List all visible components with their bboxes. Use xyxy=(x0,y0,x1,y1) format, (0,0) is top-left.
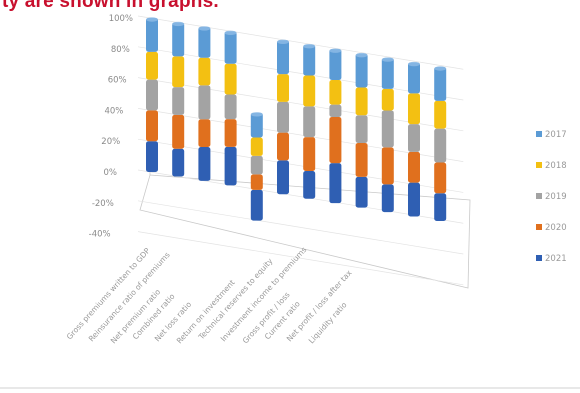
bar-segment xyxy=(277,74,289,102)
bar-segment xyxy=(198,119,211,148)
bar-segment xyxy=(146,79,158,111)
legend-swatch xyxy=(536,131,542,137)
bar-segment xyxy=(250,137,263,156)
bar-cap xyxy=(277,39,289,44)
bar-segment xyxy=(408,93,420,125)
bar-segment xyxy=(408,151,420,183)
bar-segment xyxy=(329,104,342,117)
legend-swatch xyxy=(536,255,542,261)
bar-cap xyxy=(224,30,237,36)
bar-segment xyxy=(381,147,394,185)
bar-cap xyxy=(172,21,185,27)
bar-segment xyxy=(381,110,394,148)
bar-segment xyxy=(146,141,158,172)
bar-cap xyxy=(303,44,316,49)
y-tick-label: 40% xyxy=(104,106,123,116)
bar-segment xyxy=(329,163,342,204)
bar-segment xyxy=(355,87,368,116)
bar-segment xyxy=(224,63,237,95)
bar-segment xyxy=(224,119,237,147)
bar-segment xyxy=(198,85,211,120)
bar-segment xyxy=(355,142,368,177)
bar-cap xyxy=(408,61,420,67)
bar-segment xyxy=(146,18,158,52)
bar-segment xyxy=(329,49,342,80)
bar-segment xyxy=(381,184,394,213)
bar-cap xyxy=(355,52,368,58)
bar-segment xyxy=(434,128,447,163)
bar-segment xyxy=(250,155,263,175)
bar-segment xyxy=(198,57,211,86)
y-tick-label: 60% xyxy=(108,76,127,86)
bar-segment xyxy=(146,110,158,142)
legend-label: 2018 xyxy=(545,161,567,171)
y-tick-label: 80% xyxy=(111,45,130,55)
bar-segment xyxy=(355,176,368,208)
bar-segment xyxy=(303,44,316,76)
bar-segment xyxy=(303,106,316,138)
bar-segment xyxy=(355,115,368,143)
bar-segment xyxy=(303,137,316,172)
bar-segment xyxy=(224,94,237,120)
gridline xyxy=(137,200,464,255)
y-tick-label: -20% xyxy=(92,199,114,209)
bar-segment xyxy=(172,22,185,57)
bar-segment xyxy=(172,56,185,88)
bar-segment xyxy=(303,75,316,107)
y-tick-label: -40% xyxy=(89,230,111,240)
bar-segment xyxy=(277,160,289,195)
bar-cap xyxy=(250,112,263,117)
bar-cap xyxy=(434,66,447,71)
bar-segment xyxy=(172,114,185,149)
bar-segment xyxy=(381,58,394,89)
legend-label: 2017 xyxy=(545,130,567,140)
bar-segment xyxy=(198,26,211,58)
legend-swatch xyxy=(536,162,542,168)
bar-segment xyxy=(172,148,185,177)
gridline xyxy=(137,231,464,286)
bar-segment xyxy=(224,31,237,64)
bar-segment xyxy=(146,51,158,80)
y-tick-label: 20% xyxy=(101,137,120,147)
legend-swatch xyxy=(536,193,542,199)
bar-segment xyxy=(277,40,289,75)
legend-label: 2021 xyxy=(545,254,567,264)
gridline xyxy=(137,15,464,70)
bar-cap xyxy=(198,26,211,31)
bar-segment xyxy=(408,62,420,94)
bar-segment xyxy=(408,182,420,217)
legend-label: 2019 xyxy=(545,192,567,202)
bar-segment xyxy=(277,101,289,133)
bar-segment xyxy=(224,146,237,186)
bar-cap xyxy=(146,17,158,22)
bar-segment xyxy=(381,88,394,111)
bar-segment xyxy=(434,100,447,129)
bar-segment xyxy=(303,171,316,199)
bar-segment xyxy=(329,79,342,105)
bar-segment xyxy=(408,124,420,152)
bar-segment xyxy=(250,174,263,190)
bar-segment xyxy=(250,112,263,138)
legend-label: 2020 xyxy=(545,223,567,233)
bar-segment xyxy=(198,147,211,181)
bar-segment xyxy=(434,66,447,101)
bar-segment xyxy=(277,132,289,161)
caption-text: ty are shown in graphs. xyxy=(2,0,219,12)
bar-cap xyxy=(329,48,342,53)
y-tick-label: 0% xyxy=(104,168,118,178)
bar-cap xyxy=(381,57,394,62)
bar-segment xyxy=(434,193,447,221)
bar-segment xyxy=(434,162,447,194)
y-tick-label: 100% xyxy=(109,14,133,24)
bar-segment xyxy=(355,53,368,88)
bar-segment xyxy=(250,189,263,221)
bar-segment xyxy=(172,87,185,115)
legend-swatch xyxy=(536,224,542,230)
bar-segment xyxy=(329,116,342,164)
